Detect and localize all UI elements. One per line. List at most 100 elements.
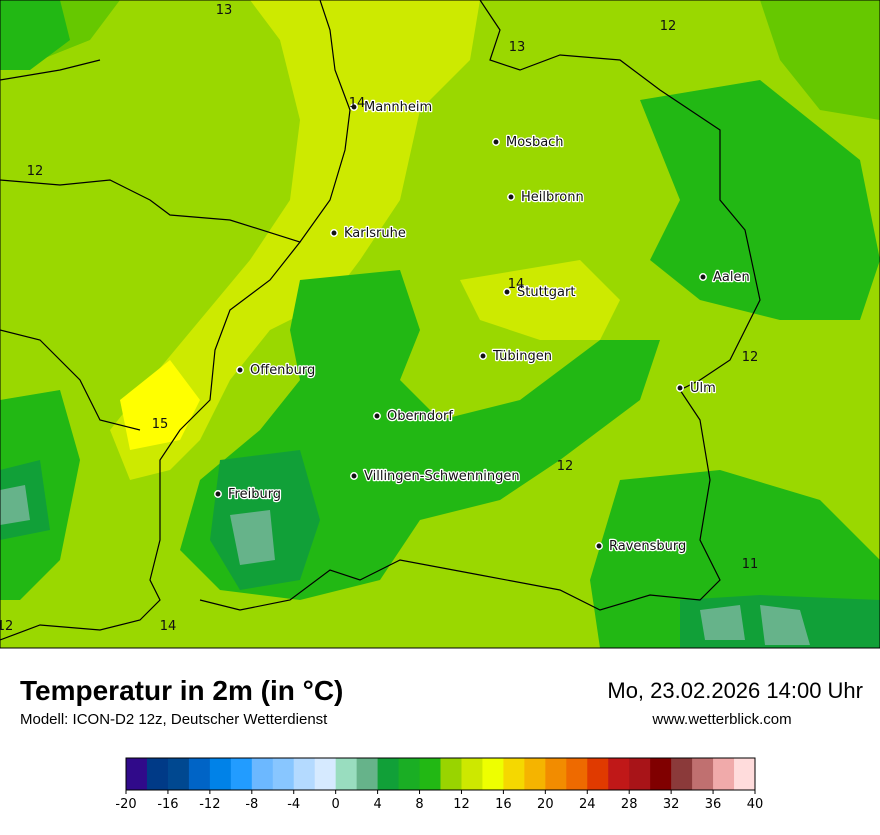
- city-label: Ulm: [690, 381, 716, 396]
- city-label: Tübingen: [492, 349, 552, 364]
- colorbar-swatch: [671, 758, 693, 790]
- colorbar-tick-label: 28: [621, 797, 638, 812]
- city-dot: [350, 472, 358, 480]
- city-dot: [492, 138, 500, 146]
- contour-label: 11: [742, 557, 759, 572]
- contour-label: 12: [742, 350, 759, 365]
- city-dot: [479, 352, 487, 360]
- colorbar-tick-label: 12: [453, 797, 470, 812]
- contour-label: 14: [160, 619, 177, 634]
- colorbar-swatch: [461, 758, 483, 790]
- city-label: Karlsruhe: [344, 226, 406, 241]
- colorbar: -20 -16 -12 -8 -4 0 4 8 12 16 20 24 28 32 36 40: [115, 757, 764, 812]
- colorbar-swatch: [524, 758, 546, 790]
- city-dot: [214, 490, 222, 498]
- cold-area: [0, 485, 810, 645]
- colorbar-swatch: [398, 758, 421, 790]
- city-label: Freiburg: [228, 487, 281, 502]
- contour-label: 15: [152, 417, 169, 432]
- colorbar-tick-label: 0: [332, 797, 340, 812]
- city-dot: [507, 193, 515, 201]
- city-label: Stuttgart: [517, 285, 575, 300]
- city-label: Mosbach: [506, 135, 564, 150]
- colorbar-frame: [125, 757, 756, 791]
- contour-label: 12: [557, 459, 574, 474]
- colorbar-tick-label: 20: [537, 797, 554, 812]
- colorbar-tick-label: 24: [579, 797, 596, 812]
- contour-label: 12: [0, 619, 13, 634]
- contour-label: 13: [509, 40, 526, 55]
- city-label: Oberndorf: [387, 409, 453, 424]
- colorbar-swatch: [440, 758, 462, 790]
- cold-area: [0, 450, 880, 648]
- colorbar-swatch: [126, 758, 148, 790]
- contour-labels: 13 13 12 14 12 14 12 15 12 11 12 14: [0, 3, 758, 634]
- colorbar-swatch: [293, 758, 316, 790]
- cities: Mannheim Mosbach Heilbronn Karlsruhe Stuttga…: [214, 99, 751, 555]
- colorbar-tick-label: -16: [157, 797, 178, 812]
- colorbar-tick-label: 8: [415, 797, 423, 812]
- city-label: Offenburg: [250, 363, 315, 378]
- city-dot: [595, 542, 603, 550]
- map-frame: [0, 0, 880, 649]
- colorbar-swatch: [230, 758, 253, 790]
- contour-label: 12: [27, 164, 44, 179]
- city-dot: [236, 366, 244, 374]
- colorbar-swatch: [713, 758, 735, 790]
- colorbar-tick-label: -12: [199, 797, 220, 812]
- colorbar-swatch: [608, 758, 630, 790]
- website: www.wetterblick.com: [651, 711, 791, 728]
- colorbar-swatch: [146, 758, 169, 790]
- city-dot: [330, 229, 338, 237]
- colorbar-swatch: [545, 758, 567, 790]
- warm-area: [120, 360, 200, 450]
- city-label: Ravensburg: [609, 539, 686, 554]
- title: Temperatur in 2m (in °C): [20, 675, 343, 706]
- colorbar-tick-label: 40: [747, 797, 764, 812]
- city-label: Mannheim: [364, 100, 432, 115]
- city-dot: [373, 412, 381, 420]
- colorbar-tick-label: -20: [115, 797, 136, 812]
- colorbar-tick-label: 16: [495, 797, 512, 812]
- colorbar-swatch: [587, 758, 609, 790]
- colorbar-swatch: [503, 758, 525, 790]
- colorbar-swatch: [377, 758, 400, 790]
- contour-label: 13: [216, 3, 233, 18]
- city-label: Villingen-Schwenningen: [364, 469, 520, 484]
- colorbar-tick-label: -4: [287, 797, 300, 812]
- colorbar-swatch: [734, 758, 756, 790]
- contour-label: 14: [508, 277, 525, 292]
- colorbar-swatch: [314, 758, 337, 790]
- city-dot: [503, 288, 511, 296]
- map-area: [0, 0, 880, 120]
- city-dot: [699, 273, 707, 281]
- colorbar-swatch: [188, 758, 211, 790]
- borders: [0, 0, 761, 641]
- subtitle: Modell: ICON-D2 12z, Deutscher Wetterdie…: [20, 711, 328, 728]
- cool-area: [640, 80, 880, 320]
- colorbar-swatch: [209, 758, 232, 790]
- colorbar-swatch: [272, 758, 295, 790]
- colorbar-swatch: [482, 758, 504, 790]
- colorbar-swatch: [692, 758, 714, 790]
- colorbar-tick-label: 36: [705, 797, 722, 812]
- warm-area: [460, 260, 620, 340]
- colorbar-swatch: [650, 758, 672, 790]
- colorbar-swatch: [629, 758, 651, 790]
- contour-label: 14: [349, 96, 366, 111]
- colorbar-tick-label: 32: [663, 797, 680, 812]
- colorbar-tick-label: -8: [245, 797, 258, 812]
- city-dot: [676, 384, 684, 392]
- colorbar-tick-label: 4: [373, 797, 381, 812]
- contour-label: 12: [660, 19, 677, 34]
- cool-area: [0, 0, 80, 600]
- city-dot: [350, 103, 358, 111]
- map: [0, 0, 880, 649]
- colorbar-swatch: [419, 758, 441, 790]
- city-label: Aalen: [713, 270, 750, 285]
- colorbar-swatch: [251, 758, 274, 790]
- colorbar-swatch: [566, 758, 588, 790]
- colorbar-swatch: [167, 758, 190, 790]
- colorbar-swatch: [356, 758, 379, 790]
